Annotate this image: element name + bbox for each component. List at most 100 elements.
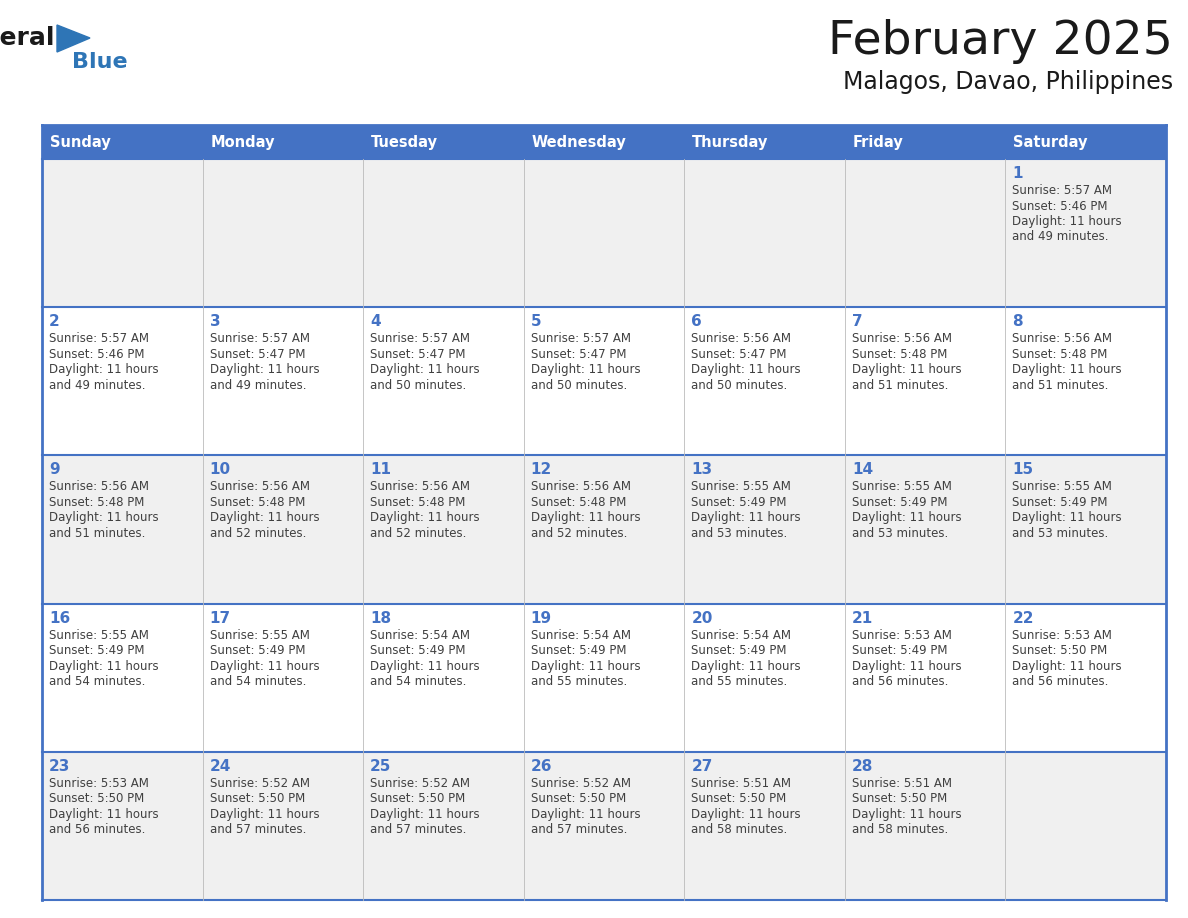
Bar <box>364 125 524 159</box>
Text: and 52 minutes.: and 52 minutes. <box>531 527 627 540</box>
Text: Daylight: 11 hours: Daylight: 11 hours <box>852 660 961 673</box>
Text: Sunrise: 5:57 AM: Sunrise: 5:57 AM <box>371 332 470 345</box>
Text: 17: 17 <box>209 610 230 625</box>
Text: Sunrise: 5:57 AM: Sunrise: 5:57 AM <box>49 332 148 345</box>
Text: 8: 8 <box>1012 314 1023 330</box>
Text: and 51 minutes.: and 51 minutes. <box>852 379 948 392</box>
Text: 28: 28 <box>852 759 873 774</box>
Text: and 50 minutes.: and 50 minutes. <box>691 379 788 392</box>
Text: and 52 minutes.: and 52 minutes. <box>371 527 467 540</box>
Text: 3: 3 <box>209 314 220 330</box>
Text: Sunrise: 5:56 AM: Sunrise: 5:56 AM <box>852 332 952 345</box>
Text: Sunset: 5:50 PM: Sunset: 5:50 PM <box>49 792 144 805</box>
Text: and 53 minutes.: and 53 minutes. <box>691 527 788 540</box>
Text: Sunset: 5:49 PM: Sunset: 5:49 PM <box>49 644 145 657</box>
Text: 10: 10 <box>209 463 230 477</box>
Text: Sunrise: 5:56 AM: Sunrise: 5:56 AM <box>1012 332 1112 345</box>
Text: 2: 2 <box>49 314 59 330</box>
Text: 12: 12 <box>531 463 552 477</box>
Text: Sunrise: 5:55 AM: Sunrise: 5:55 AM <box>49 629 148 642</box>
Text: Sunrise: 5:51 AM: Sunrise: 5:51 AM <box>852 777 952 789</box>
Text: 13: 13 <box>691 463 713 477</box>
Bar <box>42 752 1165 900</box>
Text: 24: 24 <box>209 759 230 774</box>
Text: 20: 20 <box>691 610 713 625</box>
Text: and 56 minutes.: and 56 minutes. <box>49 823 145 836</box>
Text: Daylight: 11 hours: Daylight: 11 hours <box>209 364 320 376</box>
Text: Sunset: 5:49 PM: Sunset: 5:49 PM <box>209 644 305 657</box>
Text: Sunrise: 5:56 AM: Sunrise: 5:56 AM <box>691 332 791 345</box>
Text: and 57 minutes.: and 57 minutes. <box>531 823 627 836</box>
Text: 19: 19 <box>531 610 552 625</box>
Text: 4: 4 <box>371 314 381 330</box>
Text: 14: 14 <box>852 463 873 477</box>
Text: and 57 minutes.: and 57 minutes. <box>371 823 467 836</box>
Text: Daylight: 11 hours: Daylight: 11 hours <box>371 808 480 821</box>
Text: Malagos, Davao, Philippines: Malagos, Davao, Philippines <box>842 70 1173 94</box>
Text: Sunrise: 5:53 AM: Sunrise: 5:53 AM <box>1012 629 1112 642</box>
Text: and 51 minutes.: and 51 minutes. <box>49 527 145 540</box>
Bar <box>203 125 364 159</box>
Text: Daylight: 11 hours: Daylight: 11 hours <box>371 511 480 524</box>
Text: Sunrise: 5:57 AM: Sunrise: 5:57 AM <box>531 332 631 345</box>
Text: Sunset: 5:50 PM: Sunset: 5:50 PM <box>531 792 626 805</box>
Text: 9: 9 <box>49 463 59 477</box>
Text: and 58 minutes.: and 58 minutes. <box>691 823 788 836</box>
Text: Daylight: 11 hours: Daylight: 11 hours <box>691 808 801 821</box>
Bar <box>1005 125 1165 159</box>
Text: Sunset: 5:49 PM: Sunset: 5:49 PM <box>371 644 466 657</box>
Text: Monday: Monday <box>210 135 276 150</box>
Text: and 53 minutes.: and 53 minutes. <box>852 527 948 540</box>
Text: and 53 minutes.: and 53 minutes. <box>1012 527 1108 540</box>
Text: 27: 27 <box>691 759 713 774</box>
Text: General: General <box>0 26 55 50</box>
Text: Daylight: 11 hours: Daylight: 11 hours <box>852 511 961 524</box>
Text: Daylight: 11 hours: Daylight: 11 hours <box>1012 511 1121 524</box>
Text: Tuesday: Tuesday <box>371 135 438 150</box>
Text: Daylight: 11 hours: Daylight: 11 hours <box>531 808 640 821</box>
Polygon shape <box>57 25 90 52</box>
Text: Daylight: 11 hours: Daylight: 11 hours <box>49 660 159 673</box>
Bar <box>42 308 1165 455</box>
Text: and 54 minutes.: and 54 minutes. <box>49 675 145 688</box>
Text: Sunset: 5:50 PM: Sunset: 5:50 PM <box>1012 644 1107 657</box>
Bar <box>42 455 1165 604</box>
Text: and 49 minutes.: and 49 minutes. <box>49 379 145 392</box>
Text: and 55 minutes.: and 55 minutes. <box>531 675 627 688</box>
Text: Sunrise: 5:54 AM: Sunrise: 5:54 AM <box>371 629 470 642</box>
Text: 7: 7 <box>852 314 862 330</box>
Text: Daylight: 11 hours: Daylight: 11 hours <box>49 808 159 821</box>
Text: 1: 1 <box>1012 166 1023 181</box>
Text: Sunset: 5:48 PM: Sunset: 5:48 PM <box>852 348 947 361</box>
Text: and 56 minutes.: and 56 minutes. <box>1012 675 1108 688</box>
Text: Sunrise: 5:54 AM: Sunrise: 5:54 AM <box>691 629 791 642</box>
Text: Daylight: 11 hours: Daylight: 11 hours <box>1012 364 1121 376</box>
Text: Sunrise: 5:55 AM: Sunrise: 5:55 AM <box>1012 480 1112 493</box>
Text: Daylight: 11 hours: Daylight: 11 hours <box>209 808 320 821</box>
Text: Daylight: 11 hours: Daylight: 11 hours <box>49 511 159 524</box>
Text: Sunset: 5:48 PM: Sunset: 5:48 PM <box>49 496 145 509</box>
Text: Sunset: 5:48 PM: Sunset: 5:48 PM <box>1012 348 1107 361</box>
Text: Daylight: 11 hours: Daylight: 11 hours <box>691 364 801 376</box>
Text: and 58 minutes.: and 58 minutes. <box>852 823 948 836</box>
Bar <box>42 159 1165 308</box>
Text: Daylight: 11 hours: Daylight: 11 hours <box>371 660 480 673</box>
Text: Sunrise: 5:56 AM: Sunrise: 5:56 AM <box>531 480 631 493</box>
Text: Sunrise: 5:56 AM: Sunrise: 5:56 AM <box>371 480 470 493</box>
Text: Daylight: 11 hours: Daylight: 11 hours <box>852 364 961 376</box>
Text: Saturday: Saturday <box>1013 135 1088 150</box>
Text: Sunrise: 5:56 AM: Sunrise: 5:56 AM <box>209 480 310 493</box>
Text: Sunrise: 5:51 AM: Sunrise: 5:51 AM <box>691 777 791 789</box>
Text: Daylight: 11 hours: Daylight: 11 hours <box>49 364 159 376</box>
Text: Wednesday: Wednesday <box>532 135 626 150</box>
Text: Daylight: 11 hours: Daylight: 11 hours <box>691 511 801 524</box>
Text: Sunrise: 5:52 AM: Sunrise: 5:52 AM <box>371 777 470 789</box>
Text: 15: 15 <box>1012 463 1034 477</box>
Text: Daylight: 11 hours: Daylight: 11 hours <box>531 511 640 524</box>
Text: February 2025: February 2025 <box>828 19 1173 64</box>
Text: Sunset: 5:50 PM: Sunset: 5:50 PM <box>209 792 305 805</box>
Text: Sunrise: 5:52 AM: Sunrise: 5:52 AM <box>209 777 310 789</box>
Text: 16: 16 <box>49 610 70 625</box>
Text: Sunrise: 5:52 AM: Sunrise: 5:52 AM <box>531 777 631 789</box>
Text: 22: 22 <box>1012 610 1034 625</box>
